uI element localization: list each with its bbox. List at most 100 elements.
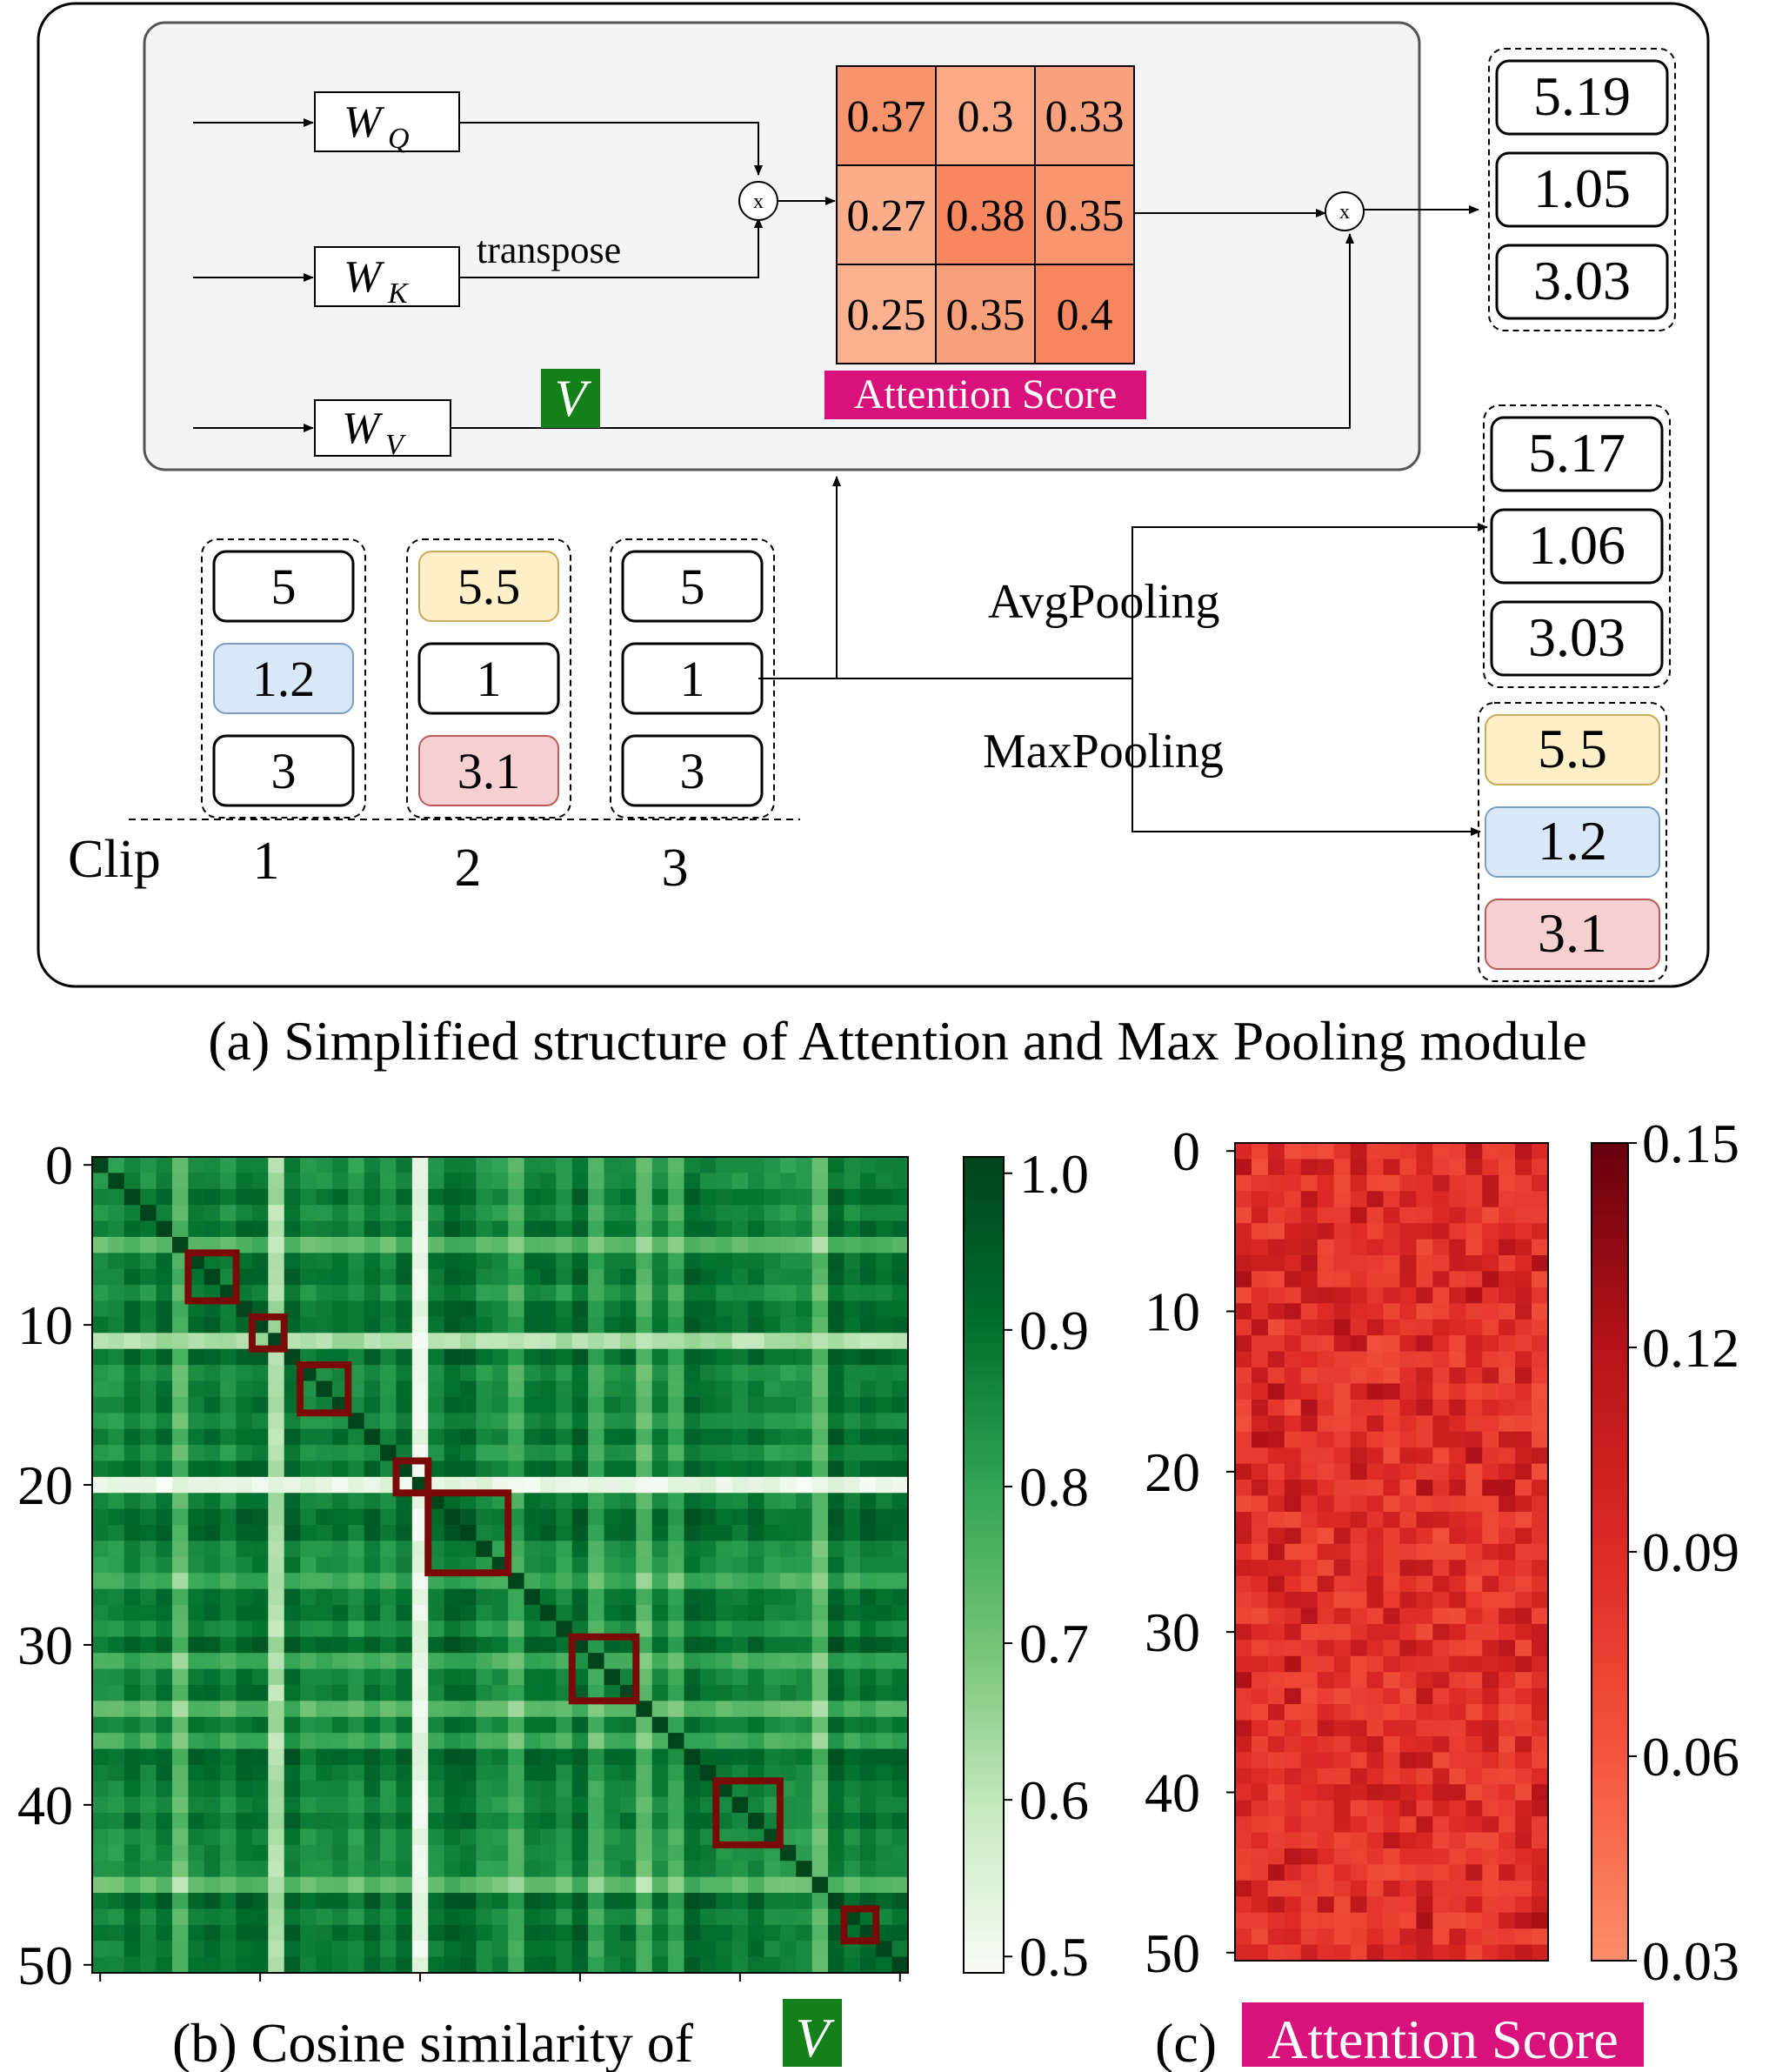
attention-heat-cell xyxy=(1449,1543,1466,1561)
cosine-cell xyxy=(811,1941,829,1958)
cosine-cell xyxy=(92,1828,109,1846)
cosine-cell xyxy=(268,1876,285,1894)
clip-1-stack: 51.23 xyxy=(201,538,366,819)
attention-heat-cell xyxy=(1416,1607,1433,1625)
cosine-cell xyxy=(891,1876,909,1894)
cosine-cell xyxy=(764,1541,781,1558)
attention-heat-cell xyxy=(1465,1447,1483,1465)
cosine-cell xyxy=(668,1748,685,1766)
cosine-cell xyxy=(556,1413,573,1430)
cosine-cell xyxy=(491,1476,509,1494)
cosine-cell xyxy=(556,1716,573,1734)
cosine-cell xyxy=(764,1764,781,1781)
attention-heat-cell xyxy=(1366,1206,1385,1224)
attention-heat-cell xyxy=(1284,1735,1302,1753)
cosine-cell xyxy=(156,1173,173,1190)
cosine-cell xyxy=(699,1781,717,1798)
attention-heat-cell xyxy=(1333,1351,1352,1368)
cosine-cell xyxy=(364,1621,381,1638)
cosine-cell xyxy=(891,1268,909,1286)
cosine-cell xyxy=(844,1541,861,1558)
cosine-cell xyxy=(844,1604,861,1621)
cosine-cell xyxy=(316,1908,333,1926)
cosine-cell xyxy=(364,1893,381,1910)
attention-heat-cell xyxy=(1515,1223,1532,1240)
attention-heat-cell xyxy=(1366,1640,1385,1657)
cosine-cell xyxy=(460,1748,477,1766)
attention-heat-cell xyxy=(1235,1944,1252,1962)
cosine-cell xyxy=(619,1636,637,1654)
cosine-cell xyxy=(636,1621,653,1638)
cosine-cell xyxy=(348,1684,365,1701)
attention-heat-cell xyxy=(1251,1623,1269,1641)
attention-heat-cell xyxy=(1350,1447,1368,1465)
attention-heat-cell xyxy=(1235,1335,1252,1353)
cosine-cell xyxy=(396,1236,413,1253)
cosine-cell xyxy=(764,1476,781,1494)
cosine-cell xyxy=(716,1445,733,1462)
v-arrow xyxy=(451,233,1354,429)
cosine-cell xyxy=(140,1157,157,1173)
cosine-cell xyxy=(716,1460,733,1478)
attention-heat-cell xyxy=(1300,1688,1318,1705)
panel-b-caption: (b) Cosine similarity of V xyxy=(172,1999,842,2072)
attention-heat-cell xyxy=(1333,1239,1352,1256)
cosine-cell xyxy=(444,1668,461,1686)
attention-heat-cell xyxy=(1300,1655,1318,1673)
attention-heat-cell xyxy=(1499,1784,1516,1801)
cosine-cell xyxy=(699,1316,717,1333)
cosine-cell xyxy=(92,1541,109,1558)
cosine-cell xyxy=(859,1253,877,1270)
cosine-cell xyxy=(556,1813,573,1830)
cosine-cell xyxy=(220,1173,237,1190)
cosine-cell xyxy=(859,1908,877,1926)
cosine-cell xyxy=(668,1428,685,1446)
cosine-cell xyxy=(411,1653,429,1670)
attention-heat-cell xyxy=(1383,1543,1401,1561)
attention-heat-cell xyxy=(1284,1640,1302,1657)
cosine-cell xyxy=(380,1476,397,1494)
cosine-cell xyxy=(316,1253,333,1270)
cosine-cell xyxy=(699,1220,717,1238)
attention-heat-cell xyxy=(1532,1543,1549,1561)
cosine-cell xyxy=(123,1268,141,1286)
attention-heat-cell xyxy=(1267,1319,1285,1336)
cosine-cell xyxy=(811,1716,829,1734)
cosine-cell xyxy=(539,1268,557,1286)
cosine-cell xyxy=(731,1924,749,1942)
cosine-cell xyxy=(491,1844,509,1861)
cosine-cell xyxy=(699,1748,717,1766)
cosine-cell xyxy=(844,1876,861,1894)
cosine-cell xyxy=(699,1636,717,1654)
attention-heat-cell xyxy=(1449,1575,1466,1593)
cosine-cell xyxy=(428,1861,445,1878)
cosine-cell xyxy=(396,1428,413,1446)
cosine-cell xyxy=(123,1908,141,1926)
cosine-cell xyxy=(140,1861,157,1878)
cosine-cell xyxy=(156,1365,173,1382)
cosine-cell xyxy=(731,1220,749,1238)
cosine-cell xyxy=(748,1253,765,1270)
cosine-cell xyxy=(188,1285,205,1302)
cosine-cell xyxy=(764,1413,781,1430)
cosine-cell xyxy=(331,1844,349,1861)
attention-heat-cell xyxy=(1499,1768,1516,1785)
cosine-cell xyxy=(364,1493,381,1510)
cosine-cell xyxy=(588,1764,605,1781)
attention-heat-cell xyxy=(1399,1206,1418,1224)
attention-heat-cell xyxy=(1449,1896,1466,1914)
cosine-cell xyxy=(619,1828,637,1846)
cosine-cell xyxy=(396,1316,413,1333)
cosine-cell xyxy=(444,1508,461,1526)
attention-heat-cell xyxy=(1235,1447,1252,1465)
cosine-cell xyxy=(716,1748,733,1766)
cosine-cell xyxy=(619,1316,637,1333)
cosine-cell xyxy=(619,1300,637,1318)
attention-heat-cell xyxy=(1317,1735,1335,1753)
cosine-cell xyxy=(524,1636,541,1654)
cosine-cell xyxy=(844,1653,861,1670)
cosine-cell xyxy=(619,1428,637,1446)
cosine-cell xyxy=(524,1748,541,1766)
attention-heat-cell xyxy=(1449,1431,1466,1448)
attention-heat-cell xyxy=(1284,1768,1302,1785)
